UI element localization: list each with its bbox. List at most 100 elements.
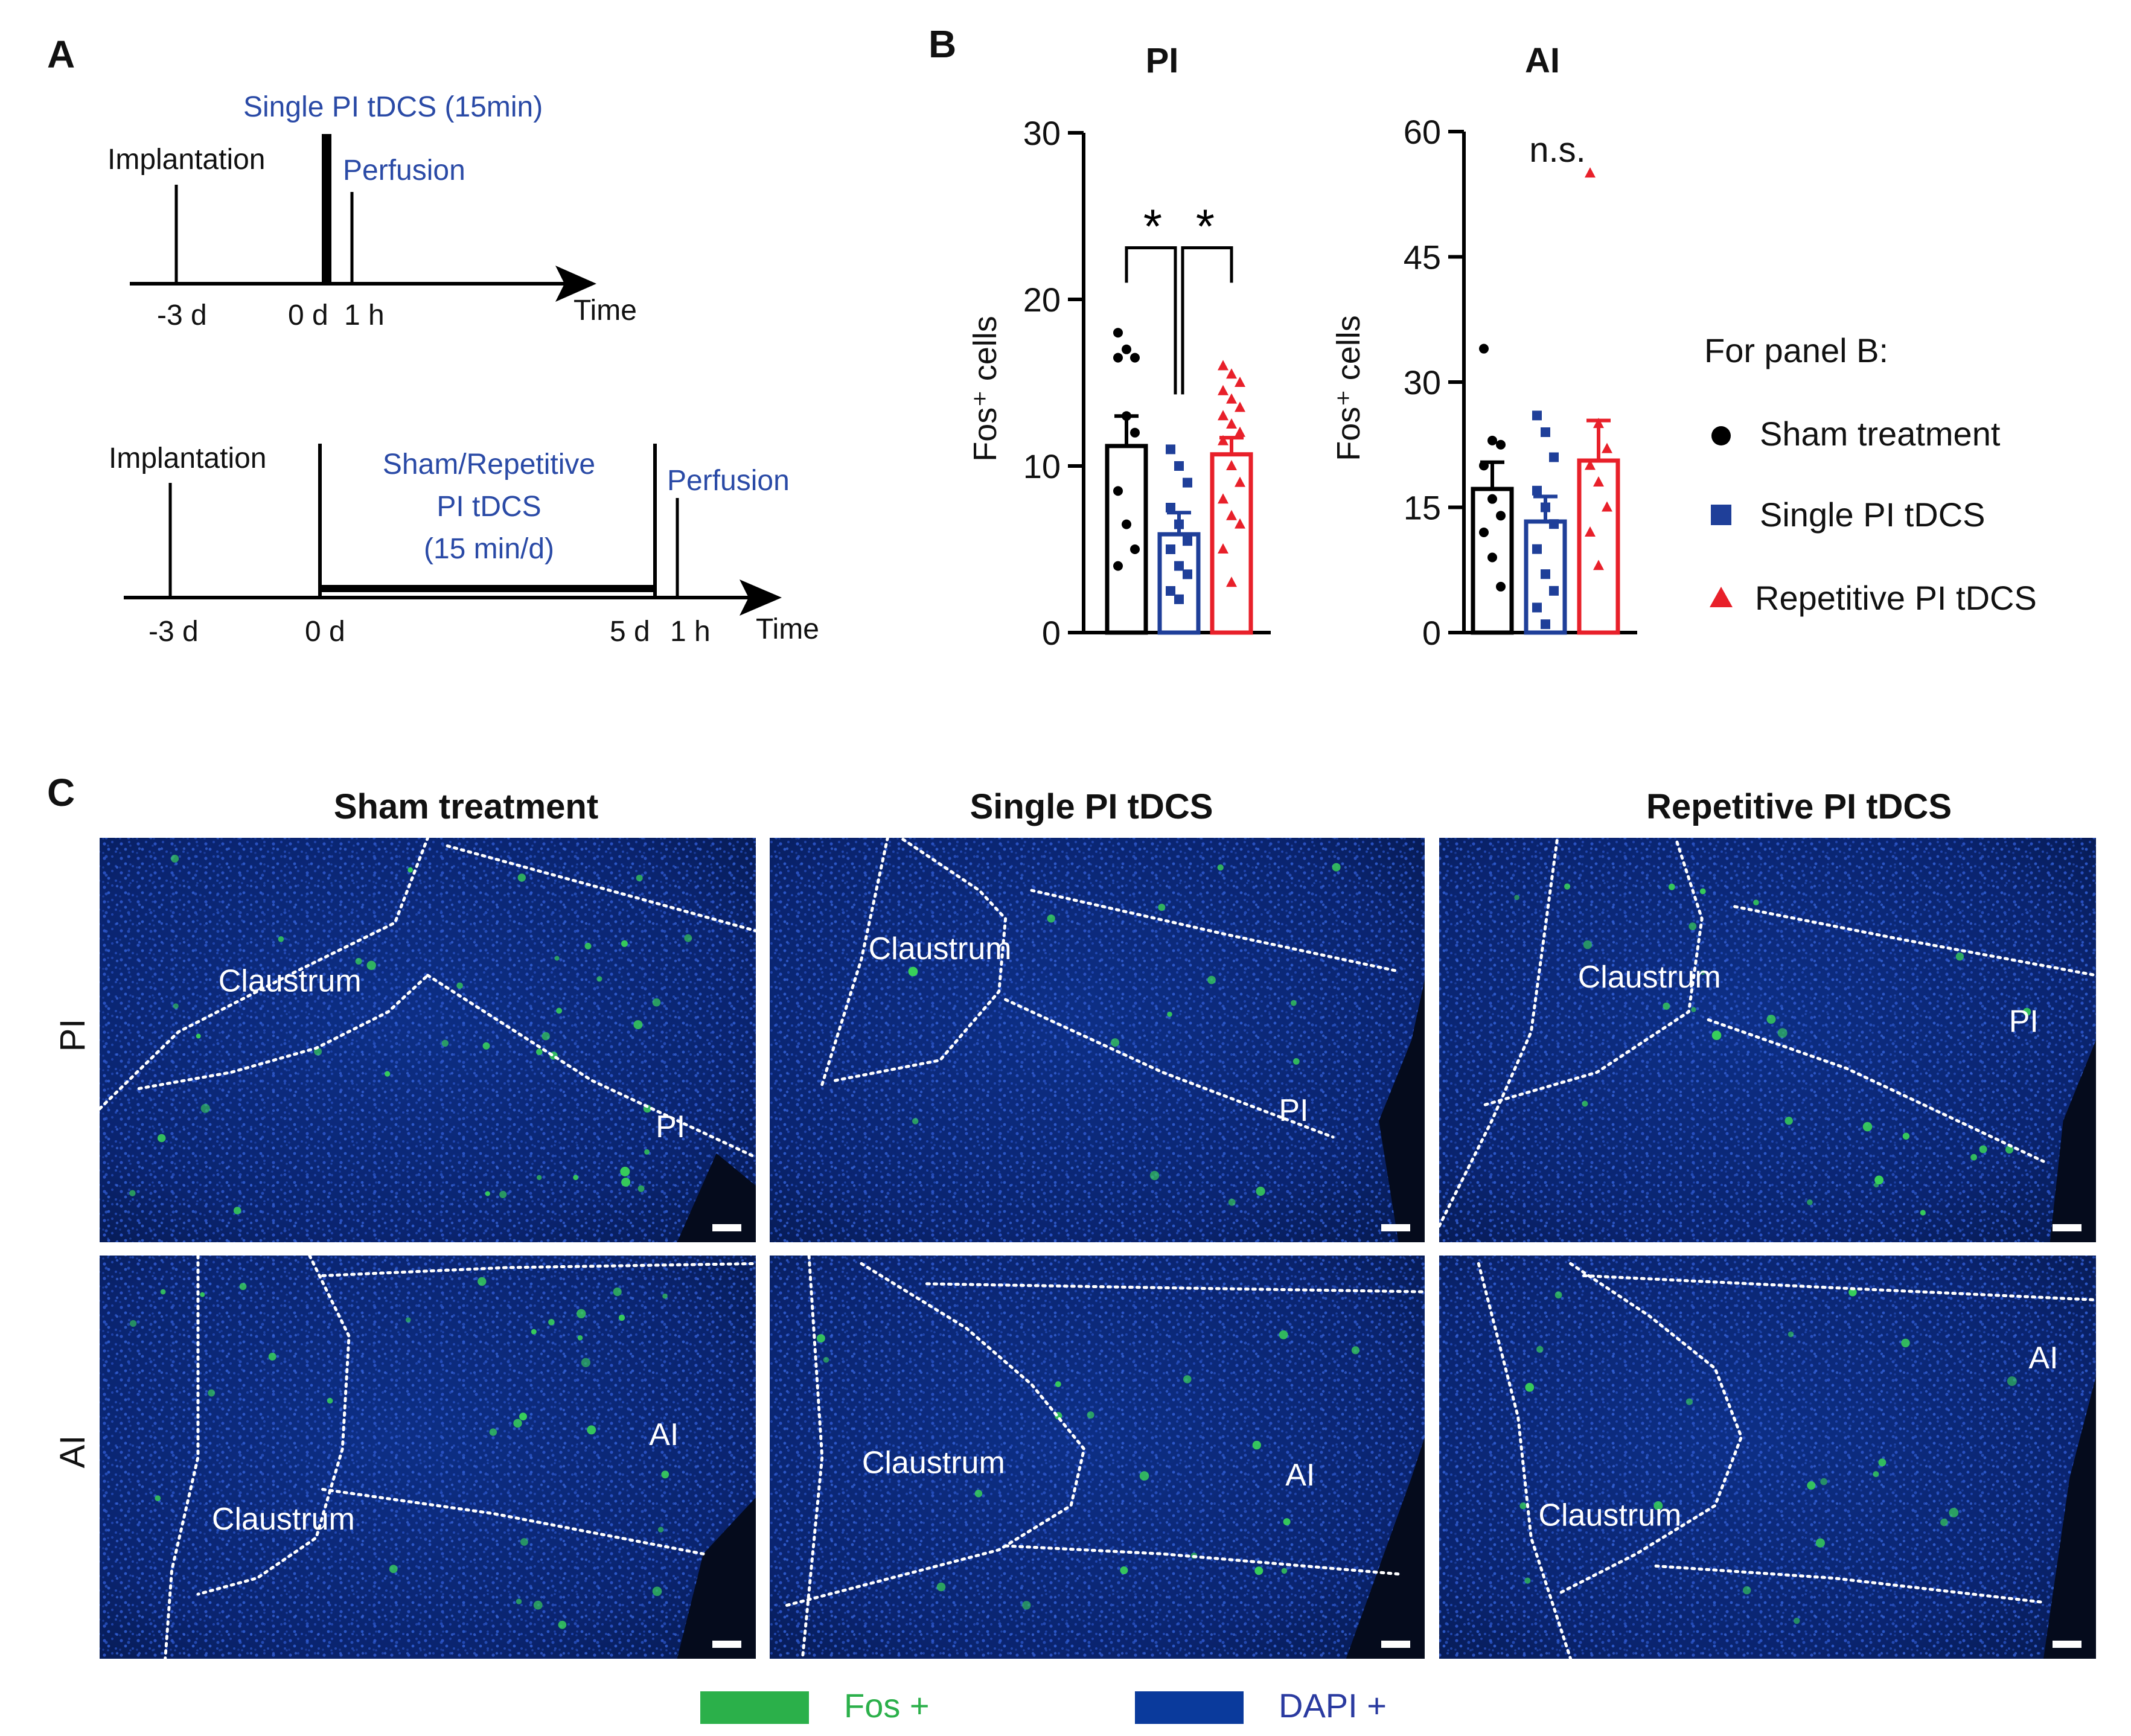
legend-marker-sham <box>1711 426 1731 445</box>
y-tick-label: 30 <box>1404 363 1441 401</box>
significance-star: * <box>1143 199 1162 253</box>
data-point <box>1174 561 1184 571</box>
region-boundary <box>1733 905 2098 977</box>
legend-item-single: Single PI tDCS <box>1760 496 1986 534</box>
tick-label: 1 h <box>344 299 385 331</box>
background-region <box>2050 1040 2096 1242</box>
fos-cell <box>1689 922 1697 930</box>
event-stim-label-line2: PI tDCS <box>436 491 541 523</box>
fos-cell <box>577 1335 583 1341</box>
fos-cell <box>1691 1007 1696 1012</box>
data-point <box>1541 619 1550 630</box>
fos-cell <box>1743 1586 1751 1595</box>
data-point <box>1113 328 1123 338</box>
data-point <box>1602 501 1612 512</box>
fos-cell <box>1254 1566 1264 1575</box>
legend-item-repetitive: Repetitive PI tDCS <box>1755 579 2037 617</box>
fos-cell <box>537 1175 542 1181</box>
data-point <box>1487 435 1497 445</box>
fos-cell <box>662 1294 668 1299</box>
fos-cell <box>1784 1117 1793 1125</box>
dapi-nuclei-layer2 <box>770 838 1425 1242</box>
fos-cell <box>268 1353 276 1361</box>
fos-cell <box>1955 953 1964 961</box>
tick-label: 5 d <box>610 616 650 648</box>
fos-cell <box>1158 904 1166 911</box>
fos-cell <box>1047 914 1055 923</box>
fos-cell <box>1292 1058 1300 1065</box>
bar <box>1157 532 1201 635</box>
y-tick-label: 45 <box>1404 238 1441 276</box>
data-point <box>1113 561 1123 571</box>
data-point <box>1122 344 1131 354</box>
fos-cell <box>1949 1508 1959 1517</box>
y-tick-label: 20 <box>1023 281 1061 319</box>
fos-cell <box>556 1007 563 1014</box>
significance-label: n.s. <box>1529 130 1586 170</box>
data-point <box>1174 461 1184 471</box>
data-point <box>1549 452 1559 462</box>
fos-cell <box>1055 1381 1061 1388</box>
region-boundary <box>1654 1564 2045 1604</box>
fos-cell <box>621 1178 631 1187</box>
tick-label: 0 d <box>305 616 345 648</box>
data-point <box>1226 576 1237 587</box>
data-point <box>1496 511 1506 521</box>
time-axis-label: Time <box>573 295 637 327</box>
fos-cell <box>208 1389 216 1397</box>
fos-cell <box>233 1207 241 1214</box>
y-tick-label: 15 <box>1404 489 1441 527</box>
timeline-single: Implantation Single PI tDCS (15min) Perf… <box>107 91 637 331</box>
fos-cell <box>1252 1440 1261 1450</box>
fos-cell <box>1685 1398 1693 1405</box>
fos-cell <box>456 982 463 989</box>
fos-cell <box>173 1003 179 1009</box>
region-boundary <box>1582 1274 2098 1301</box>
fos-cell <box>1217 864 1224 871</box>
data-point <box>1479 343 1489 354</box>
data-point <box>1226 393 1237 404</box>
region-boundary <box>446 844 758 933</box>
data-point <box>1166 444 1175 455</box>
panel-label-c: C <box>47 771 75 814</box>
data-point <box>1235 518 1245 529</box>
data-point <box>1183 536 1192 546</box>
region-label-ai: AI <box>649 1417 679 1452</box>
fos-cell <box>558 1621 567 1629</box>
fos-cell <box>1582 1100 1588 1107</box>
micrograph-panel: Claustrum AI <box>100 1254 758 1661</box>
chart-ai: AI 0 15 30 45 60 Fos⁺ cells n.s. <box>1331 41 1637 652</box>
fos-cell <box>936 1582 946 1592</box>
data-point <box>1532 544 1542 554</box>
micrograph-panel: Claustrum PI <box>1437 836 2098 1242</box>
event-stim-label-line3: (15 min/d) <box>424 533 554 565</box>
fos-cell <box>1111 1038 1120 1047</box>
fos-cell <box>516 1598 522 1604</box>
fos-cell <box>1848 1288 1857 1297</box>
region-boundary <box>164 1254 200 1661</box>
data-point <box>1183 569 1192 579</box>
fos-cell <box>517 873 526 882</box>
region-label-pi: PI <box>656 1109 685 1144</box>
chart-pi: PI 0 10 20 30 Fos⁺ cells * * <box>967 41 1271 652</box>
fos-cell <box>1583 940 1593 949</box>
fos-cell <box>1351 1346 1359 1355</box>
fos-cell <box>637 1185 645 1192</box>
data-point <box>1218 360 1228 371</box>
chart-title: AI <box>1525 41 1560 80</box>
fos-cell <box>366 960 376 971</box>
fos-cell <box>536 1048 543 1055</box>
data-point <box>1226 509 1237 520</box>
fos-cell <box>1139 1471 1149 1481</box>
fos-cell <box>520 1538 528 1546</box>
fos-cell <box>816 1334 825 1343</box>
region-boundary <box>1483 836 1704 1106</box>
fos-cell <box>912 1118 919 1125</box>
micrograph-grid: ClaustrumPIClaustrumPIClaustrumPIClaustr… <box>98 836 2098 1661</box>
timeline-repetitive: Implantation Sham/Repetitive PI tDCS (15… <box>109 442 819 648</box>
fos-cell <box>1788 1331 1794 1338</box>
region-boundary <box>834 836 1008 1082</box>
fos-cell <box>644 1149 650 1155</box>
fos-cell <box>548 1319 555 1326</box>
